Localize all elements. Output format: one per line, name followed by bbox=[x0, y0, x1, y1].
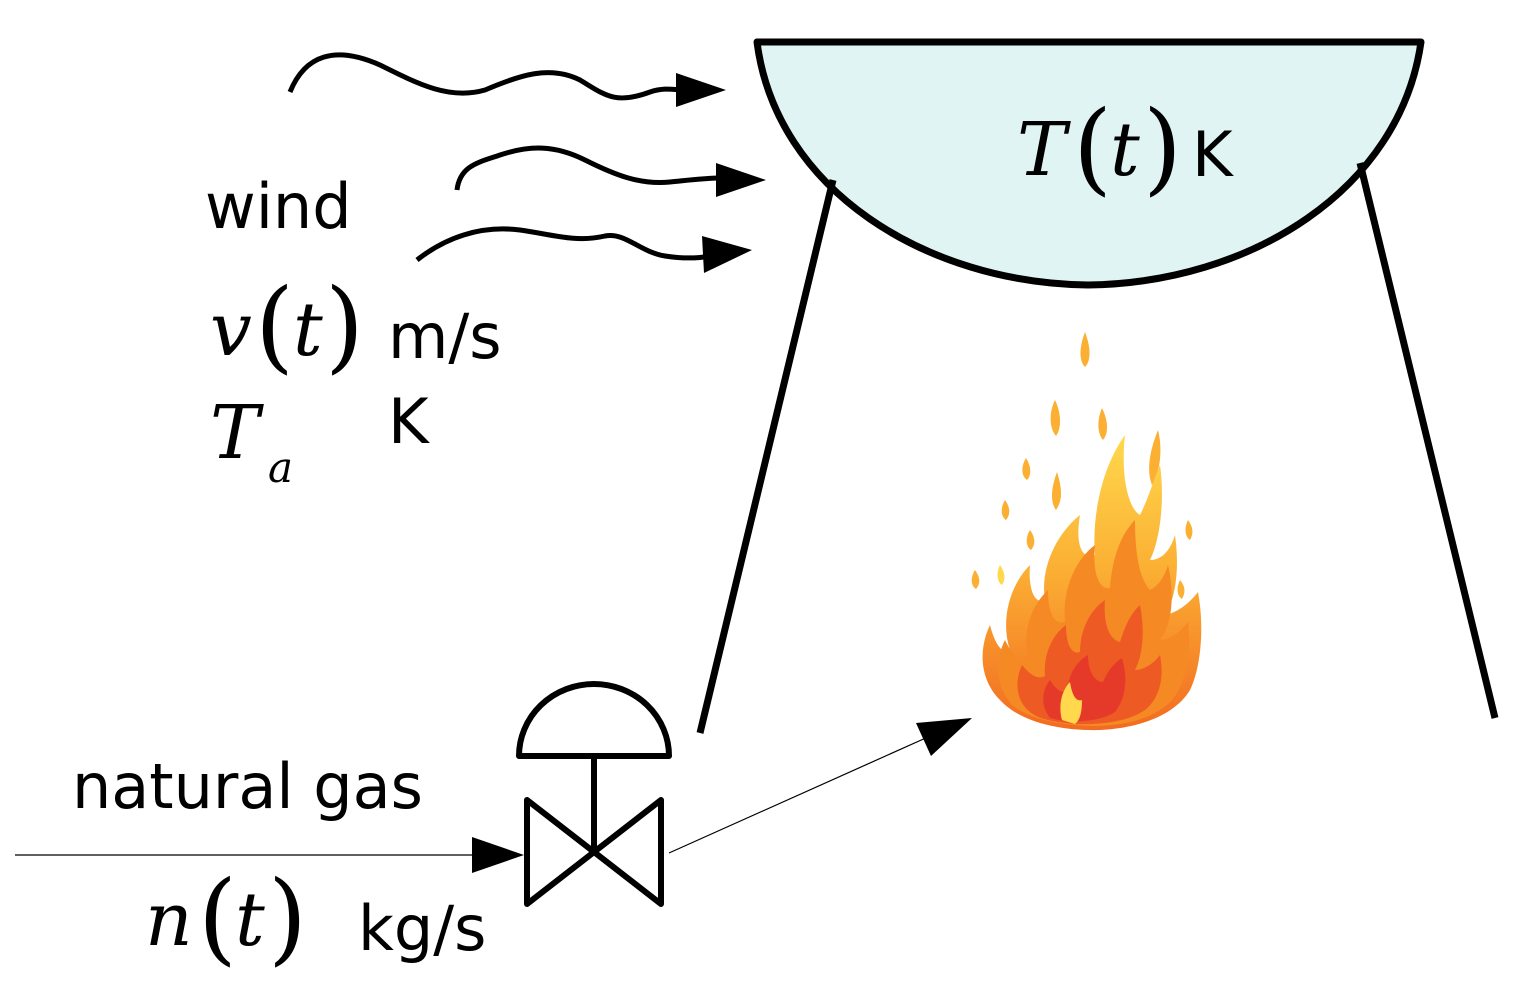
flame-spark bbox=[1185, 520, 1193, 540]
pot-temp-unit: K bbox=[1192, 118, 1234, 191]
pot-temp-paren-close: ) bbox=[1143, 89, 1182, 206]
gas-outlet-arrowhead bbox=[916, 718, 972, 756]
wind-speed-variable: v ( t ) bbox=[210, 267, 364, 384]
wind-arrow-2 bbox=[454, 145, 723, 191]
gas-flow-paren-open: ( bbox=[198, 859, 237, 976]
gas-flow-variable: n ( t ) bbox=[145, 859, 307, 976]
control-valve-icon bbox=[516, 681, 672, 907]
flame-spark bbox=[1098, 408, 1108, 440]
flame-spark bbox=[1177, 580, 1185, 599]
valve-actuator bbox=[516, 681, 672, 759]
gas-outlet-line bbox=[668, 718, 972, 854]
gas-inlet-line bbox=[15, 837, 524, 873]
gas-flow-unit: kg/s bbox=[358, 892, 486, 965]
ambient-temp-symbol: T bbox=[210, 390, 264, 476]
wind-arrowhead-3 bbox=[702, 236, 752, 273]
pot-bowl bbox=[753, 38, 1425, 289]
gas-inlet-arrowhead bbox=[472, 837, 524, 873]
flame-spark bbox=[1051, 472, 1061, 510]
flame-icon bbox=[971, 332, 1202, 731]
ambient-temp-variable: T a bbox=[210, 390, 293, 492]
wind-speed-unit: m/s bbox=[388, 300, 502, 373]
wind-speed-symbol: v bbox=[210, 287, 252, 373]
valve-body bbox=[524, 797, 664, 907]
flame-spark bbox=[997, 565, 1005, 585]
flame-highlight bbox=[1060, 682, 1082, 724]
gas-flow-symbol: n bbox=[145, 877, 193, 963]
wind-arrow-1 bbox=[287, 52, 684, 101]
flame-spark bbox=[1001, 500, 1010, 520]
wind-label: wind bbox=[205, 170, 352, 243]
wind-arrowhead-2 bbox=[716, 163, 766, 197]
wind-speed-arg: t bbox=[293, 287, 323, 373]
pot-temp-variable: T ( t ) bbox=[1017, 89, 1182, 206]
gas-outlet-pipe bbox=[668, 736, 929, 854]
flame-spark bbox=[1022, 458, 1031, 480]
pot-temp-paren-open: ( bbox=[1073, 89, 1112, 206]
pot-temp-arg: t bbox=[1110, 107, 1140, 193]
cauldron-icon bbox=[696, 38, 1499, 734]
pot-leg-left bbox=[696, 179, 837, 734]
pot-leg-right bbox=[1356, 162, 1499, 719]
pot-temp-symbol: T bbox=[1017, 107, 1071, 193]
flame-spark bbox=[971, 570, 980, 589]
wind-speed-paren-open: ( bbox=[255, 267, 294, 384]
ambient-temp-unit: K bbox=[388, 385, 430, 458]
gas-label: natural gas bbox=[72, 750, 423, 823]
gas-flow-paren-close: ) bbox=[268, 859, 307, 976]
ambient-temp-subscript: a bbox=[268, 443, 293, 492]
wind-arrow-3 bbox=[415, 226, 711, 262]
wind-arrowhead-1 bbox=[676, 73, 726, 107]
wind-speed-paren-close: ) bbox=[325, 267, 364, 384]
gas-flow-arg: t bbox=[235, 877, 265, 963]
flame-spark bbox=[1050, 400, 1061, 436]
flame-spark bbox=[1080, 332, 1090, 367]
wind-arrows-icon bbox=[287, 52, 766, 273]
flame-spark bbox=[1026, 530, 1035, 550]
